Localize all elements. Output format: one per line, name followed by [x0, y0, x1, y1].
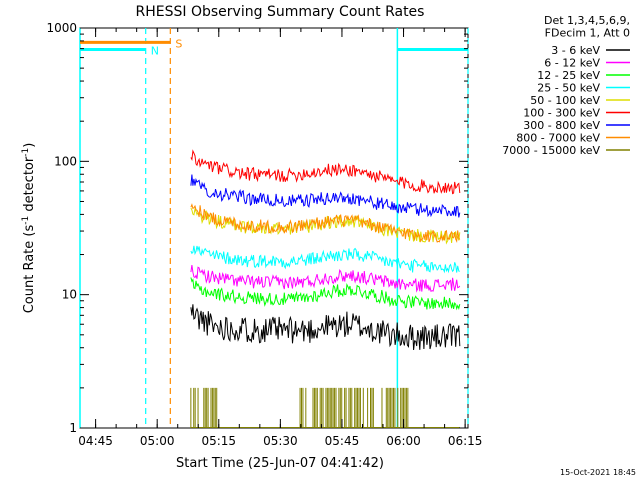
x-tick-label: 05:15 [201, 434, 236, 448]
y-tick-label: 100 [54, 154, 77, 168]
x-axis-label: Start Time (25-Jun-07 04:41:42) [176, 456, 384, 471]
y-label-sup1: -1 [21, 216, 31, 225]
series-100-300-kev [190, 149, 461, 195]
legend-label: 50 - 100 keV [530, 94, 600, 107]
legend-label: 6 - 12 keV [544, 57, 600, 70]
series-50-100-kev [190, 207, 461, 245]
series-300-800-kev [190, 174, 461, 218]
plot-area [79, 27, 469, 429]
legend-label: 25 - 50 keV [537, 82, 600, 95]
series-25-50-kev [190, 245, 460, 274]
x-tick-label: 05:45 [325, 434, 360, 448]
y-label-sup2: -1 [21, 148, 31, 157]
time-markers [79, 28, 469, 428]
plot-frame [79, 27, 469, 429]
legend-label: 100 - 300 keV [523, 107, 600, 120]
series-800-7000-kev [190, 203, 461, 244]
x-tick-label: 06:00 [386, 434, 421, 448]
y-tick-label: 1 [69, 421, 77, 435]
x-tick-label: 05:30 [263, 434, 298, 448]
legend-label: 12 - 25 keV [537, 69, 600, 82]
chart-title: RHESSI Observing Summary Count Rates [136, 4, 425, 20]
legend-label: 3 - 6 keV [551, 44, 600, 57]
legend-label: 7000 - 15000 keV [502, 144, 600, 157]
legend: Det 1,3,4,5,6,9,FDecim 1, Att 0 3 - 6 keV… [502, 14, 630, 157]
flag-label: S [175, 37, 182, 50]
series-7000-15000-kev [190, 387, 460, 428]
series-6-12-kev [190, 265, 461, 293]
series-12-25-kev [190, 277, 461, 311]
flag-label: N [151, 44, 159, 57]
axes: 1 10 100 1000 04:45 05:00 05:15 05:30 05:45 06:00… [46, 21, 482, 448]
series-group [190, 149, 461, 428]
x-tick-label: 05:00 [140, 434, 175, 448]
legend-label: 800 - 7000 keV [516, 132, 600, 145]
x-tick-label: 06:15 [448, 434, 483, 448]
flag-bars: SN [80, 37, 468, 57]
y-label-end: ) [22, 143, 37, 148]
y-tick-label: 1000 [46, 21, 77, 35]
y-tick-label: 10 [62, 288, 77, 302]
timestamp-label: 15-Oct-2021 18:45 [560, 468, 636, 477]
legend-title: FDecim 1, Att 0 [545, 27, 630, 40]
y-label-main: Count Rate (s [22, 225, 37, 314]
x-tick-label: 04:45 [78, 434, 113, 448]
y-label-mid: detector [22, 156, 37, 216]
series-3-6-kev [190, 304, 461, 351]
legend-title: Det 1,3,4,5,6,9, [544, 14, 630, 27]
legend-label: 300 - 800 keV [523, 119, 600, 132]
y-axis-label: Count Rate (s-1 detector-1) [21, 143, 37, 314]
